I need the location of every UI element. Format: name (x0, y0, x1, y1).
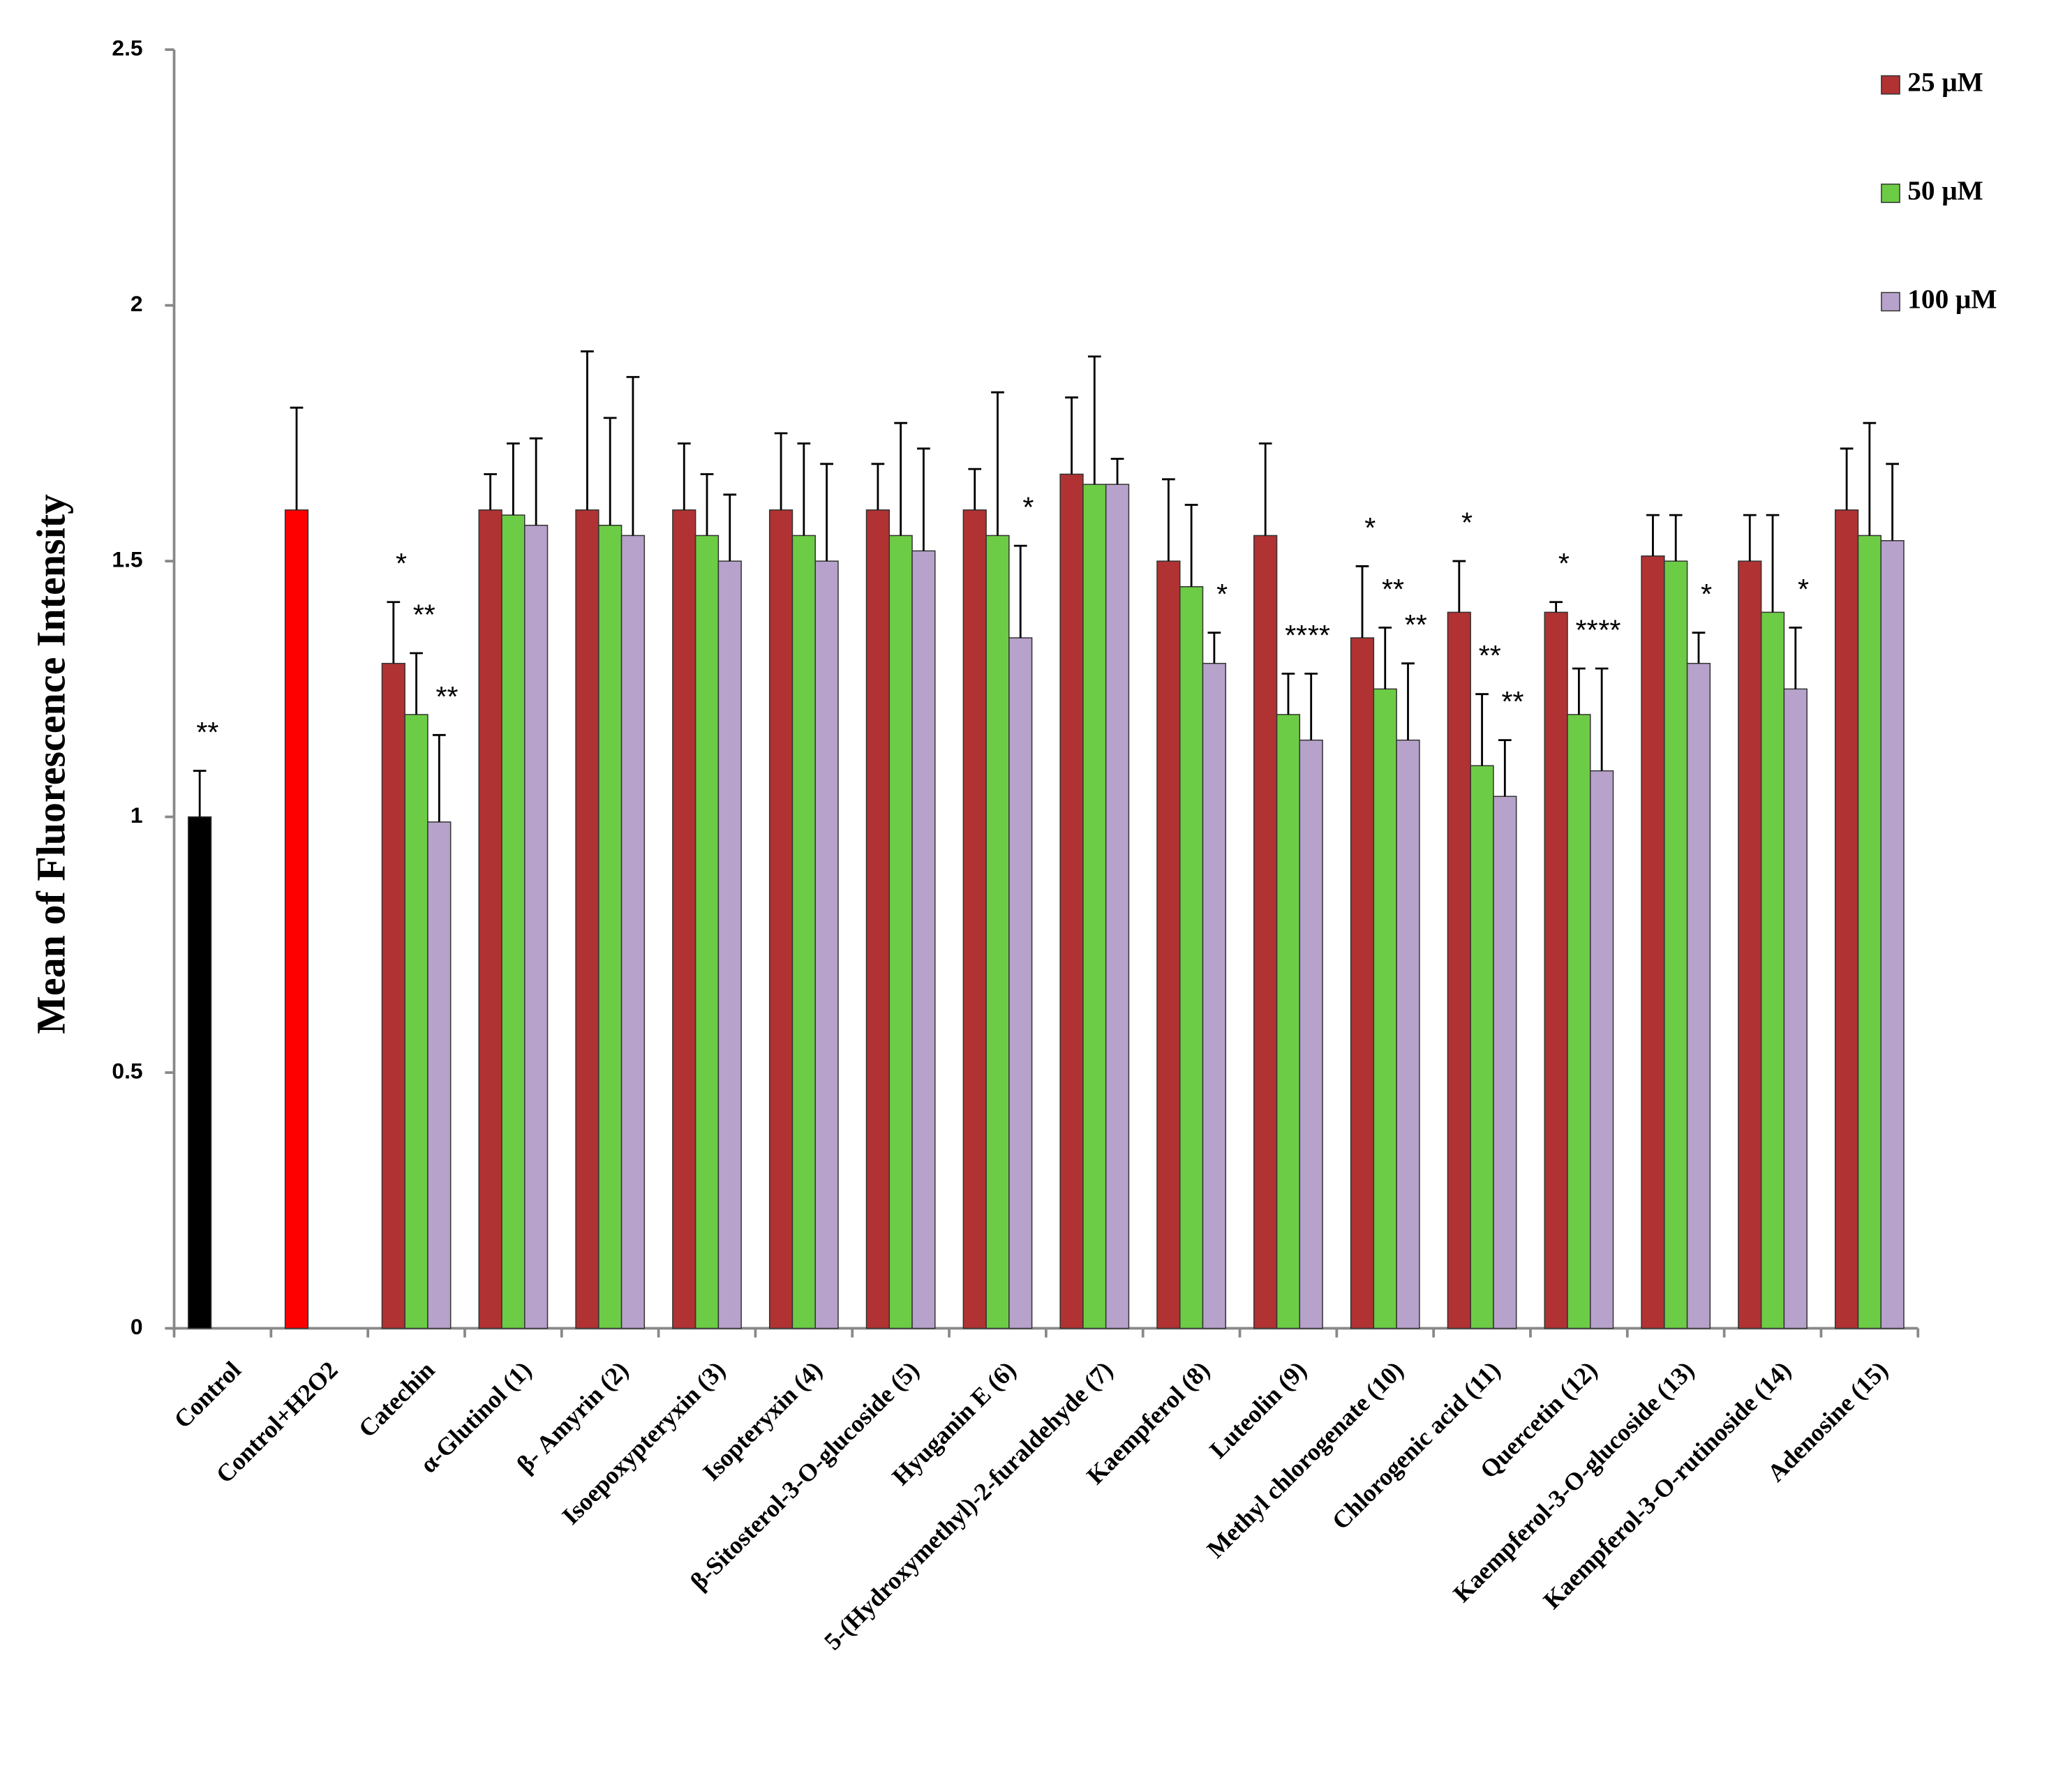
bar (1590, 770, 1614, 1329)
significance-label: * (1701, 578, 1712, 610)
bar (381, 662, 405, 1329)
significance-label: * (396, 547, 407, 579)
significance-label: ** (196, 716, 218, 748)
bar (1156, 560, 1181, 1329)
legend-swatch (1881, 184, 1900, 203)
significance-label: ** (1285, 619, 1307, 651)
bar (865, 509, 891, 1329)
bar (791, 535, 816, 1329)
y-tick-label: 2 (131, 291, 143, 316)
bar (575, 509, 599, 1329)
y-tick-label: 1 (131, 802, 143, 828)
significance-label: * (1461, 507, 1473, 539)
bar (768, 509, 793, 1329)
bar (1641, 555, 1665, 1329)
bar (814, 560, 839, 1329)
significance-label: ** (436, 680, 459, 712)
x-tick-label: Methyl chlorogenate (10) (1201, 1356, 1408, 1563)
bar (1567, 714, 1591, 1329)
y-tick-label: 0.5 (112, 1058, 142, 1083)
bar (962, 509, 987, 1329)
bar (672, 509, 696, 1329)
bar (1544, 611, 1568, 1329)
legend-label: 100 μM (1907, 283, 1997, 314)
bar (1276, 714, 1301, 1329)
bar (1082, 484, 1107, 1329)
bar (620, 535, 646, 1329)
bar (1834, 509, 1859, 1329)
significance-label: ** (1576, 613, 1598, 645)
y-tick-label: 1.5 (112, 546, 142, 572)
bar (1857, 535, 1882, 1329)
x-tick-label: Control (168, 1356, 246, 1434)
bar (501, 514, 526, 1329)
bar (888, 535, 913, 1329)
x-tick-label: Isoepoxypteryxin (3) (556, 1356, 731, 1530)
bar (1373, 688, 1397, 1329)
legend-label: 50 μM (1907, 175, 1983, 206)
bar (478, 509, 502, 1329)
significance-label: * (1022, 491, 1034, 523)
x-tick-label: Luteolin (9) (1204, 1356, 1312, 1464)
bar (1008, 637, 1033, 1329)
bar (427, 821, 452, 1329)
y-axis-title: Mean of Fluorescence Intensity (28, 494, 73, 1034)
bar (1299, 739, 1323, 1329)
significance-label: * (1798, 573, 1809, 605)
significance-label: * (1364, 512, 1376, 544)
legend-label: 25 μM (1907, 67, 1983, 98)
bar (524, 525, 549, 1329)
significance-label: ** (1405, 608, 1427, 641)
bar (1202, 662, 1226, 1329)
bar (284, 509, 309, 1329)
bar (188, 816, 212, 1329)
bar (1493, 796, 1517, 1329)
bar (1738, 560, 1762, 1329)
bar (404, 714, 429, 1329)
bar (1686, 662, 1711, 1329)
significance-label: ** (1308, 619, 1330, 651)
bar (1760, 611, 1785, 1329)
bar (911, 550, 936, 1329)
bar (598, 525, 623, 1329)
bar (1880, 540, 1905, 1329)
bar (1664, 560, 1688, 1329)
x-tick-label: Chlorogenic acid (11) (1327, 1356, 1506, 1535)
bar (1783, 688, 1808, 1329)
significance-label: ** (413, 598, 435, 630)
bar (1470, 765, 1494, 1329)
x-tick-label: Catechin (353, 1356, 440, 1443)
legend-swatch (1881, 292, 1900, 312)
bar (1253, 535, 1278, 1329)
y-tick-label: 2.5 (112, 36, 142, 61)
bar (985, 535, 1010, 1329)
bar (1179, 585, 1204, 1329)
significance-label: ** (1502, 685, 1524, 717)
legend-swatch (1881, 75, 1900, 95)
y-tick-label: 0 (131, 1314, 143, 1339)
significance-label: * (1558, 547, 1570, 579)
bar (1105, 484, 1130, 1329)
bar (1447, 611, 1471, 1329)
significance-label: ** (1598, 613, 1620, 645)
significance-label: ** (1382, 573, 1404, 605)
bar (717, 560, 742, 1329)
significance-label: * (1216, 578, 1228, 610)
significance-label: ** (1479, 639, 1501, 671)
bar (1350, 637, 1375, 1329)
bar (1059, 473, 1084, 1329)
bar (1396, 739, 1420, 1329)
bar (694, 535, 720, 1329)
